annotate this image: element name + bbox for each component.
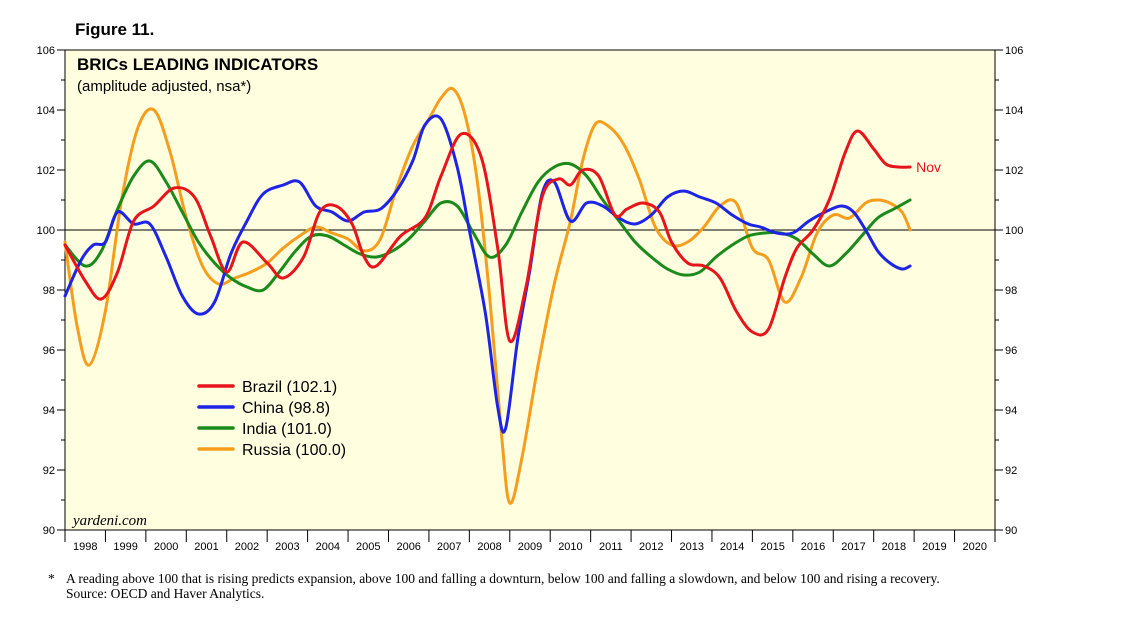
legend-label-china: China (98.8) — [242, 400, 330, 417]
x-tick-label: 2012 — [639, 541, 663, 553]
x-tick-label: 2017 — [841, 541, 865, 553]
x-tick-label: 2019 — [922, 541, 946, 553]
legend-label-russia: Russia (100.0) — [242, 442, 346, 459]
x-tick-label: 2016 — [801, 541, 825, 553]
y-tick-label-right: 104 — [1005, 105, 1023, 117]
y-tick-label-left: 92 — [43, 465, 55, 477]
y-tick-label-left: 94 — [43, 405, 55, 417]
y-tick-label-right: 90 — [1005, 525, 1017, 537]
x-tick-label: 2015 — [760, 541, 784, 553]
y-tick-label-left: 96 — [43, 345, 55, 357]
x-tick-label: 2002 — [235, 541, 259, 553]
x-tick-label: 2013 — [679, 541, 703, 553]
x-tick-label: 2007 — [437, 541, 461, 553]
x-tick-label: 2011 — [599, 541, 623, 553]
series-line-brazil — [63, 129, 912, 344]
x-tick-label: 2000 — [154, 541, 178, 553]
x-tick-label: 2010 — [558, 541, 582, 553]
yardeni-watermark: yardeni.com — [71, 513, 147, 529]
chart-subtitle: (amplitude adjusted, nsa*) — [77, 78, 251, 95]
y-tick-label-right: 102 — [1005, 165, 1023, 177]
footnote: * A reading above 100 that is rising pred… — [48, 571, 1008, 601]
legend-label-brazil: Brazil (102.1) — [242, 379, 337, 396]
series-line-russia — [63, 86, 912, 505]
y-tick-label-left: 102 — [37, 165, 55, 177]
figure-label: Figure 11. — [75, 20, 155, 39]
x-tick-label: 2005 — [356, 541, 380, 553]
y-tick-label-right: 98 — [1005, 285, 1017, 297]
x-tick-label: 1999 — [113, 541, 137, 553]
nov-annotation: Nov — [916, 159, 941, 175]
y-tick-label-right: 94 — [1005, 405, 1017, 417]
chart-title: BRICs LEADING INDICATORS — [77, 55, 318, 74]
y-tick-label-left: 100 — [37, 225, 55, 237]
y-tick-label-left: 98 — [43, 285, 55, 297]
y-tick-label-right: 96 — [1005, 345, 1017, 357]
series-line-china — [63, 114, 912, 434]
footnote-text: * A reading above 100 that is rising pred… — [48, 571, 940, 586]
series-line-india — [63, 159, 912, 293]
x-tick-label: 2014 — [720, 541, 744, 553]
y-tick-label-right: 106 — [1005, 45, 1023, 57]
footnote-marker: * — [48, 571, 55, 586]
x-tick-label: 2001 — [194, 541, 218, 553]
source-note: Source: OECD and Haver Analytics. — [66, 586, 265, 601]
y-tick-label-left: 90 — [43, 525, 55, 537]
x-tick-label: 2018 — [882, 541, 906, 553]
plot-area — [64, 49, 996, 531]
y-tick-label-left: 106 — [37, 45, 55, 57]
x-tick-label: 2020 — [963, 541, 987, 553]
y-tick-label-left: 104 — [37, 105, 55, 117]
x-tick-label: 2009 — [518, 541, 542, 553]
legend-label-india: India (101.0) — [242, 421, 332, 438]
y-tick-label-right: 100 — [1005, 225, 1023, 237]
x-tick-label: 2006 — [396, 541, 420, 553]
x-tick-label: 2003 — [275, 541, 299, 553]
x-tick-label: 2004 — [316, 541, 340, 553]
x-tick-label: 1998 — [73, 541, 97, 553]
y-tick-label-right: 92 — [1005, 465, 1017, 477]
x-tick-label: 2008 — [477, 541, 501, 553]
